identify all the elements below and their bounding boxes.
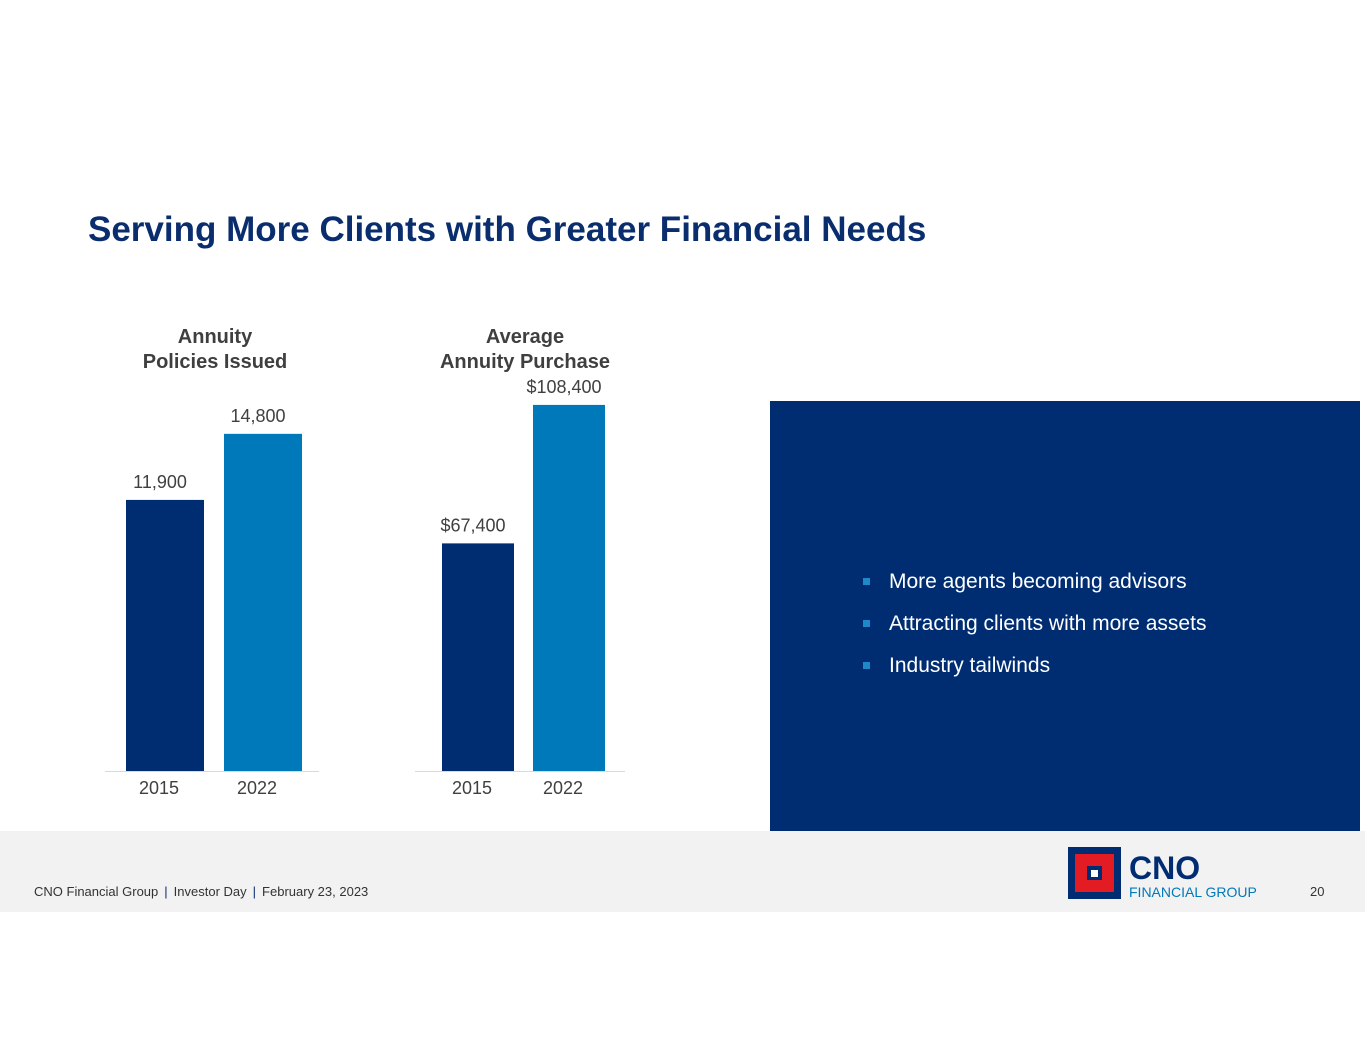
- footer-separator: |: [252, 884, 257, 899]
- data-label: $67,400: [440, 515, 505, 535]
- highlights-panel: More agents becoming advisors Attracting…: [770, 401, 1360, 831]
- chart-title-line-2: Policies Issued: [142, 351, 288, 373]
- x-tick-label: 2022: [237, 778, 277, 798]
- bullet-list: More agents becoming advisors Attracting…: [863, 561, 1206, 687]
- x-tick-label: 2015: [139, 778, 179, 798]
- logo-mark-ring: [1075, 854, 1114, 892]
- footer-company: CNO Financial Group: [34, 884, 159, 899]
- x-tick-label: 2022: [543, 778, 583, 798]
- bar-2022: [224, 433, 302, 771]
- bullet-item: Industry tailwinds: [863, 645, 1206, 687]
- data-label: 14,800: [230, 406, 285, 426]
- chart-title-line-2: Annuity Purchase: [439, 351, 611, 373]
- footer-text: CNO Financial Group | Investor Day | Februar…: [34, 884, 368, 899]
- chart-average-annuity-purchase: Average Annuity Purchase $67,400 2015 $108…: [415, 325, 635, 805]
- bullet-square-icon: [863, 578, 870, 585]
- chart-title-line-1: Annuity: [177, 326, 253, 348]
- bullet-text: Industry tailwinds: [889, 654, 1051, 677]
- bullet-item: Attracting clients with more assets: [863, 603, 1206, 645]
- cno-logo: CNO FINANCIAL GROUP: [1068, 847, 1257, 900]
- footer: CNO Financial Group | Investor Day | Februar…: [0, 831, 1365, 912]
- bullet-square-icon: [863, 620, 870, 627]
- bullet-item: More agents becoming advisors: [863, 561, 1206, 603]
- logo-mark-center: [1091, 870, 1098, 877]
- x-tick-label: 2015: [452, 778, 492, 798]
- bar-plot: 11,900 2015 14,800 2022: [105, 406, 319, 798]
- bar-plot: $67,400 2015 $108,400 2022: [415, 377, 625, 798]
- bullet-text: More agents becoming advisors: [889, 570, 1187, 593]
- logo-subtitle: FINANCIAL GROUP: [1129, 884, 1257, 900]
- chart-title-line-1: Average: [485, 326, 565, 348]
- logo-name: CNO: [1129, 850, 1200, 886]
- chart-title: Average Annuity Purchase: [415, 325, 635, 375]
- page-number: 20: [1310, 884, 1325, 899]
- bar-2015: [126, 499, 204, 771]
- bar-2022: [533, 404, 605, 771]
- bar-2015: [442, 543, 514, 771]
- data-label: 11,900: [133, 472, 187, 492]
- chart-annuity-policies: Annuity Policies Issued 11,900 2015 14,800…: [105, 325, 325, 805]
- chart-title: Annuity Policies Issued: [105, 325, 325, 375]
- bullet-text: Attracting clients with more assets: [889, 612, 1207, 635]
- page-title: Serving More Clients with Greater Financ…: [88, 210, 927, 249]
- data-label: $108,400: [526, 377, 601, 397]
- footer-separator: |: [164, 884, 168, 899]
- footer-event: Investor Day: [173, 884, 247, 899]
- footer-date: February 23, 2023: [262, 884, 369, 899]
- bullet-square-icon: [863, 662, 870, 669]
